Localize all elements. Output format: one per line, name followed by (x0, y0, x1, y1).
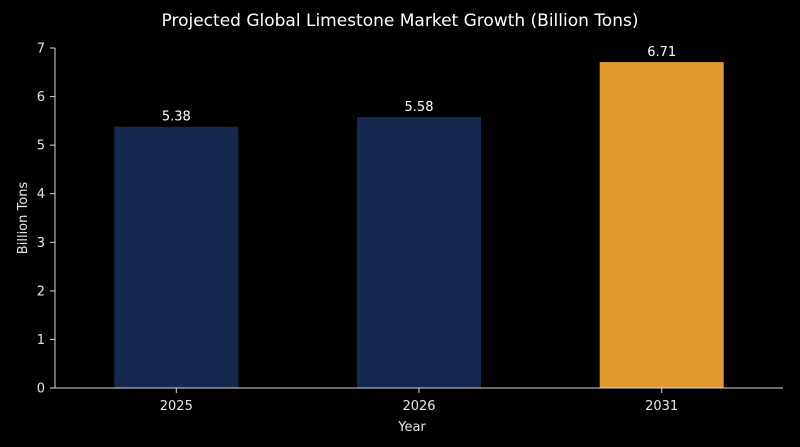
y-tick-label-4: 4 (37, 187, 45, 202)
y-tick-label-5: 5 (37, 139, 45, 154)
chart-title: Projected Global Limestone Market Growth… (162, 11, 639, 31)
x-tick-label-2026: 2026 (402, 399, 435, 414)
x-ticks-group: 2025 2026 2031 (160, 388, 678, 414)
y-tick-label-0: 0 (37, 382, 45, 397)
data-label-2025: 5.38 (162, 110, 191, 125)
data-label-2031: 6.71 (647, 45, 676, 60)
data-labels-group: 5.38 5.58 6.71 (162, 45, 676, 125)
bar-2026 (357, 117, 481, 388)
bars-group (114, 62, 724, 388)
y-tick-label-1: 1 (37, 333, 45, 348)
y-tick-label-6: 6 (37, 90, 45, 105)
x-tick-label-2031: 2031 (645, 399, 678, 414)
y-ticks-group: 0 1 2 3 4 5 6 7 (37, 42, 55, 397)
y-tick-label-2: 2 (37, 284, 45, 299)
data-label-2026: 5.58 (405, 100, 434, 115)
y-axis-label: Billion Tons (16, 182, 31, 255)
bar-2031 (599, 62, 724, 388)
bar-2025 (114, 126, 239, 388)
x-tick-label-2025: 2025 (160, 399, 193, 414)
y-tick-label-3: 3 (37, 236, 45, 251)
x-axis-label: Year (397, 420, 426, 435)
y-tick-label-7: 7 (37, 42, 45, 57)
